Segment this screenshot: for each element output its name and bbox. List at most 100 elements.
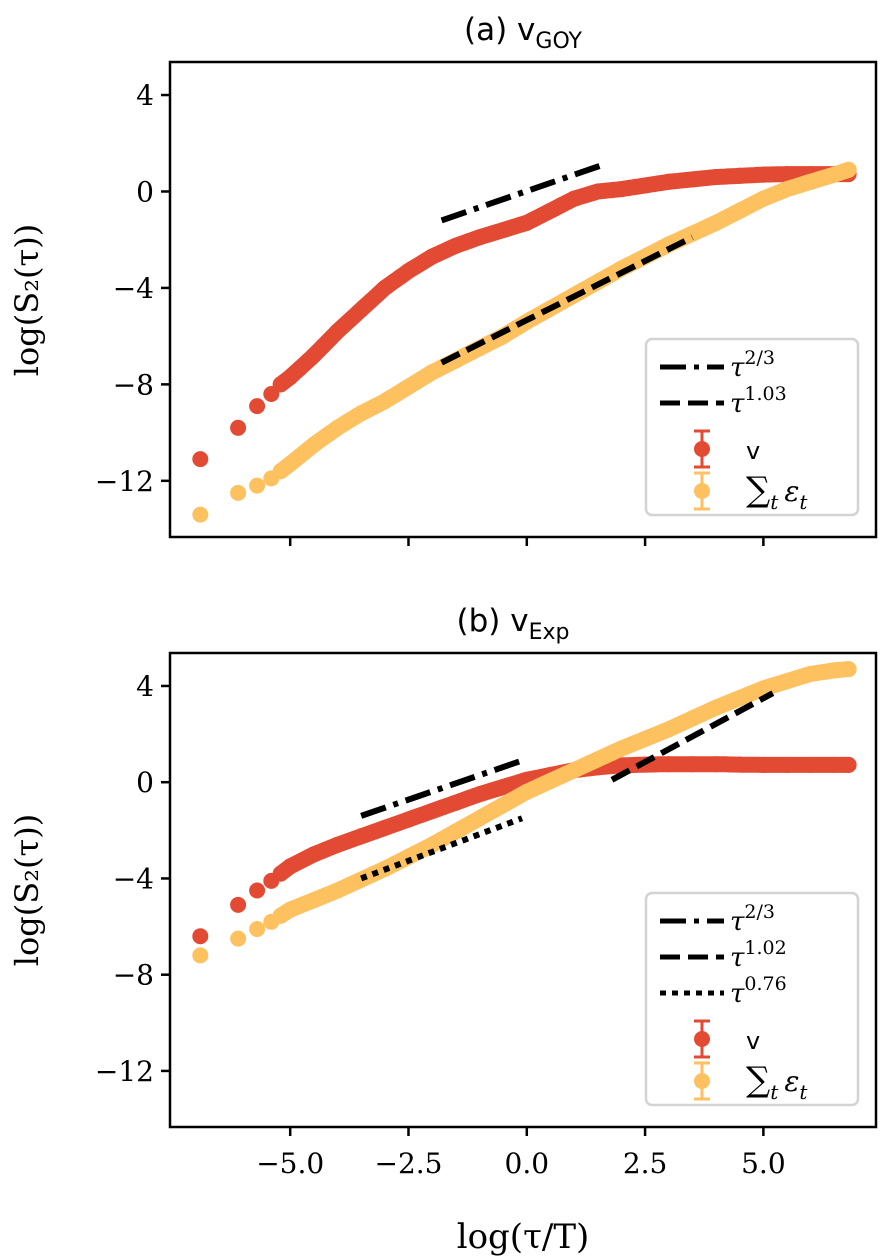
data-point	[447, 237, 464, 254]
reference-line-dashed	[610, 690, 775, 783]
series-sum-epsilon	[192, 661, 857, 964]
ytick-label: −8	[113, 368, 154, 401]
panel-a: (a) vGOY log(S₂(τ)) 4 0 −4 −8 −12 τ2/3τ1.03 v…	[8, 12, 878, 546]
panel-a-title-main: (a) v	[464, 12, 535, 48]
data-point	[447, 794, 464, 811]
panel-b-ylabel: log(S₂(τ))	[8, 814, 46, 966]
data-point	[249, 398, 266, 415]
data-point	[400, 848, 417, 865]
ytick-label: 0	[136, 175, 154, 208]
legend-label: v	[746, 1027, 760, 1055]
panel-a-xticks	[288, 537, 765, 546]
panel-b-plot-area	[192, 661, 857, 964]
panel-b-title-main: (b) v	[457, 603, 529, 639]
data-point	[353, 405, 370, 422]
panel-a-title: (a) vGOY	[464, 12, 583, 54]
data-point	[282, 455, 299, 472]
panel-a-yticks: 4 0 −4 −8 −12	[95, 79, 170, 498]
data-point	[542, 773, 559, 789]
panel-a-axes-frame	[168, 60, 878, 539]
data-point	[826, 756, 843, 773]
data-point	[566, 762, 583, 779]
data-point	[447, 823, 464, 840]
data-point	[589, 183, 606, 200]
data-point	[637, 730, 654, 747]
panel-b-yticks: 4 0 −4 −8 −12	[95, 670, 170, 1088]
reference-line-dotted	[360, 815, 524, 882]
panel-b-xlabel: log(τ/T)	[457, 1217, 590, 1257]
data-point	[779, 181, 795, 198]
data-point	[230, 896, 247, 913]
panel-a-legend: τ2/3τ1.03 v ∑t εt	[644, 337, 860, 517]
data-point	[353, 301, 370, 318]
data-point	[424, 836, 441, 853]
data-point	[305, 892, 322, 909]
ytick-label: −12	[95, 465, 154, 498]
data-point	[542, 202, 559, 219]
data-point	[779, 673, 795, 690]
data-point	[471, 229, 488, 246]
data-point	[840, 756, 857, 773]
xtick-label: 5.0	[741, 1147, 786, 1180]
data-point	[755, 190, 772, 207]
data-point	[802, 756, 819, 773]
legend-label: τ2/3	[730, 347, 775, 383]
legend-frame	[644, 337, 860, 517]
data-point	[329, 882, 346, 899]
legend-label: τ1.02	[730, 937, 787, 973]
data-point	[282, 369, 299, 386]
data-point	[684, 710, 701, 727]
data-point	[282, 901, 299, 918]
data-point	[192, 928, 209, 945]
data-point	[755, 166, 772, 183]
ytick-label: −4	[113, 862, 154, 895]
data-point	[731, 690, 748, 706]
data-point	[305, 846, 322, 863]
data-point	[424, 364, 441, 381]
panel-b-title: (b) vExp	[457, 603, 570, 645]
data-point	[495, 779, 512, 795]
data-point	[495, 222, 512, 239]
panel-b-axes-frame	[168, 651, 878, 1129]
data-point	[802, 665, 819, 682]
data-point	[230, 419, 247, 436]
data-point	[684, 225, 701, 242]
legend-label: τ2/3	[730, 901, 775, 937]
data-point	[353, 828, 370, 845]
data-point	[731, 202, 748, 219]
data-point	[637, 177, 654, 194]
ytick-label: 4	[136, 79, 154, 112]
legend-label: ∑t εt	[746, 1060, 808, 1104]
data-point	[249, 882, 266, 899]
panel-b: (b) vExp log(S₂(τ)) 4 0 −4 −8 −12 −5.0 −2.5 0.…	[8, 603, 878, 1257]
panel-a-plot-area	[192, 161, 857, 523]
legend-frame	[644, 891, 860, 1107]
xtick-label: −5.0	[256, 1147, 324, 1180]
ytick-label: 4	[136, 670, 154, 703]
data-point	[755, 756, 772, 773]
data-point	[282, 858, 299, 875]
data-point	[779, 756, 795, 773]
data-point	[329, 323, 346, 340]
data-point	[329, 836, 346, 853]
data-point	[708, 756, 725, 773]
data-point	[249, 477, 266, 494]
data-point	[495, 797, 512, 814]
data-point	[684, 171, 701, 188]
data-point	[660, 173, 677, 190]
reference-line-dashdot	[440, 162, 604, 224]
data-point	[731, 756, 748, 773]
data-point	[400, 378, 417, 395]
xtick-label: −2.5	[374, 1147, 442, 1180]
series-v	[192, 166, 857, 468]
legend-label: τ0.76	[730, 973, 787, 1009]
panel-b-xticks: −5.0 −2.5 0.0 2.5 5.0	[256, 1127, 786, 1180]
data-point	[708, 169, 725, 185]
data-point	[305, 436, 322, 453]
data-point	[684, 756, 701, 773]
data-point	[230, 930, 247, 947]
data-point	[305, 347, 322, 364]
data-point	[376, 279, 393, 296]
data-point	[471, 786, 488, 803]
